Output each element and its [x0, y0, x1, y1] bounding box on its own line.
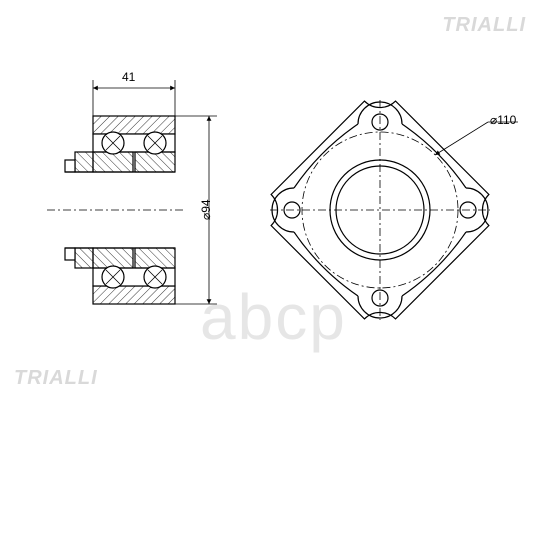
dim-width-label: 41 — [122, 70, 135, 84]
section-bottom — [65, 248, 175, 304]
front-view — [256, 86, 518, 335]
technical-drawing-svg — [0, 0, 540, 540]
dim-bolt-circle-label: ⌀110 — [490, 113, 516, 127]
drawing-canvas: TRIALLI TRIALLI abcp — [0, 0, 540, 540]
section-top — [65, 116, 175, 172]
dim-width — [93, 80, 175, 116]
side-view — [47, 80, 217, 304]
dim-outer-dia-label: ⌀94 — [199, 199, 213, 220]
